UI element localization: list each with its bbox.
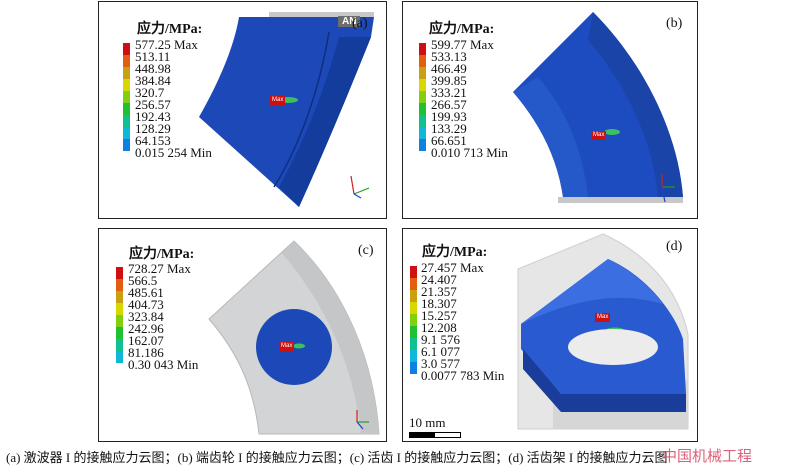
max-marker: Max <box>595 313 611 322</box>
legend-value: 81.186 <box>128 345 164 360</box>
legend-value: 66.651 <box>431 133 467 148</box>
panel-d: (d) 应力/MPa: 27.457 Max 24.407 21.357 18.… <box>402 228 698 442</box>
legend-value: 577.25 Max <box>135 37 198 52</box>
legend-value: 513.11 <box>135 49 171 64</box>
legend-value: 162.07 <box>128 333 164 348</box>
panel-b: (b) 应力/MPa: 599.77 Max 533.13 466.49 399… <box>402 1 698 219</box>
panel-label: (b) <box>666 16 683 31</box>
scale-bar: 10 mm <box>409 415 461 438</box>
legend-value: 485.61 <box>128 285 164 300</box>
legend-value: 566.5 <box>128 273 158 288</box>
panel-c: (c) 应力/MPa: 728.27 Max 566.5 485.61 404.… <box>98 228 387 442</box>
legend-values: 728.27 Max 566.5 485.61 404.73 323.84 24… <box>128 261 199 372</box>
legend-value: 199.93 <box>431 109 467 124</box>
legend-value: 0.010 713 Min <box>431 145 508 160</box>
legend-value: 15.257 <box>421 308 457 323</box>
legend-value: 27.457 Max <box>421 260 484 275</box>
max-marker: Max <box>279 342 295 351</box>
legend-title: 应力/MPa: <box>129 247 195 262</box>
legend-value: 3.0 577 <box>421 356 460 371</box>
legend-value: 320.7 <box>135 85 165 100</box>
legend-value: 24.407 <box>421 272 457 287</box>
legend-value: 0.015 254 Min <box>135 145 212 160</box>
legend-title: 应力/MPa: <box>422 245 488 260</box>
legend-value: 9.1 576 <box>421 332 460 347</box>
panel-label: (a) <box>352 16 368 31</box>
legend-value: 333.21 <box>431 85 467 100</box>
legend-value: 266.57 <box>431 97 467 112</box>
panel-label: (d) <box>666 239 683 254</box>
color-scale <box>123 43 130 151</box>
watermark: 中国机械工程 <box>662 447 753 465</box>
legend-values: 577.25 Max 513.11 448.98 384.84 320.7 25… <box>135 37 212 160</box>
legend-value: 448.98 <box>135 61 171 76</box>
legend-value: 242.96 <box>128 321 164 336</box>
scale-bar-label: 10 mm <box>409 415 446 430</box>
model-b <box>513 12 683 203</box>
legend-value: 21.357 <box>421 284 457 299</box>
legend-value: 466.49 <box>431 61 467 76</box>
figure-caption: (a) 激波器 I 的接触应力云图；(b) 端齿轮 I 的接触应力云图；(c) … <box>6 450 668 465</box>
axis-triad-icon <box>661 174 675 203</box>
model-a <box>199 12 374 207</box>
color-scale <box>419 43 426 151</box>
legend-values: 27.457 Max 24.407 21.357 18.307 15.257 1… <box>421 260 505 383</box>
legend-value: 133.29 <box>431 121 467 136</box>
legend-value: 599.77 Max <box>431 37 494 52</box>
legend-value: 404.73 <box>128 297 164 312</box>
axis-triad-icon <box>356 410 369 430</box>
legend-value: 399.85 <box>431 73 467 88</box>
panel-label: (c) <box>358 243 374 258</box>
color-scale <box>116 267 123 363</box>
legend-value: 12.208 <box>421 320 457 335</box>
model-d <box>517 233 689 430</box>
legend-value: 323.84 <box>128 309 164 324</box>
legend-value: 6.1 077 <box>421 344 460 359</box>
legend-value: 533.13 <box>431 49 467 64</box>
axis-triad-icon <box>350 175 370 199</box>
max-marker: Max <box>270 96 286 105</box>
legend-values: 599.77 Max 533.13 466.49 399.85 333.21 2… <box>431 37 508 160</box>
legend-title: 应力/MPa: <box>137 22 203 37</box>
max-marker: Max <box>591 131 607 140</box>
panel-a: AN (a) 应力/MPa: 577.25 Max 513.11 448.98 … <box>98 1 387 219</box>
legend-value: 18.307 <box>421 296 457 311</box>
legend-value: 64.153 <box>135 133 171 148</box>
legend-value: 0.30 043 Min <box>128 357 199 372</box>
ansys-logo: AN <box>338 16 361 27</box>
legend-value: 0.0077 783 Min <box>421 368 505 383</box>
legend-value: 128.29 <box>135 121 171 136</box>
legend-value: 192.43 <box>135 109 171 124</box>
legend-title: 应力/MPa: <box>429 22 495 37</box>
legend-value: 728.27 Max <box>128 261 191 276</box>
legend-value: 384.84 <box>135 73 171 88</box>
legend-value: 256.57 <box>135 97 171 112</box>
color-scale <box>410 266 417 374</box>
